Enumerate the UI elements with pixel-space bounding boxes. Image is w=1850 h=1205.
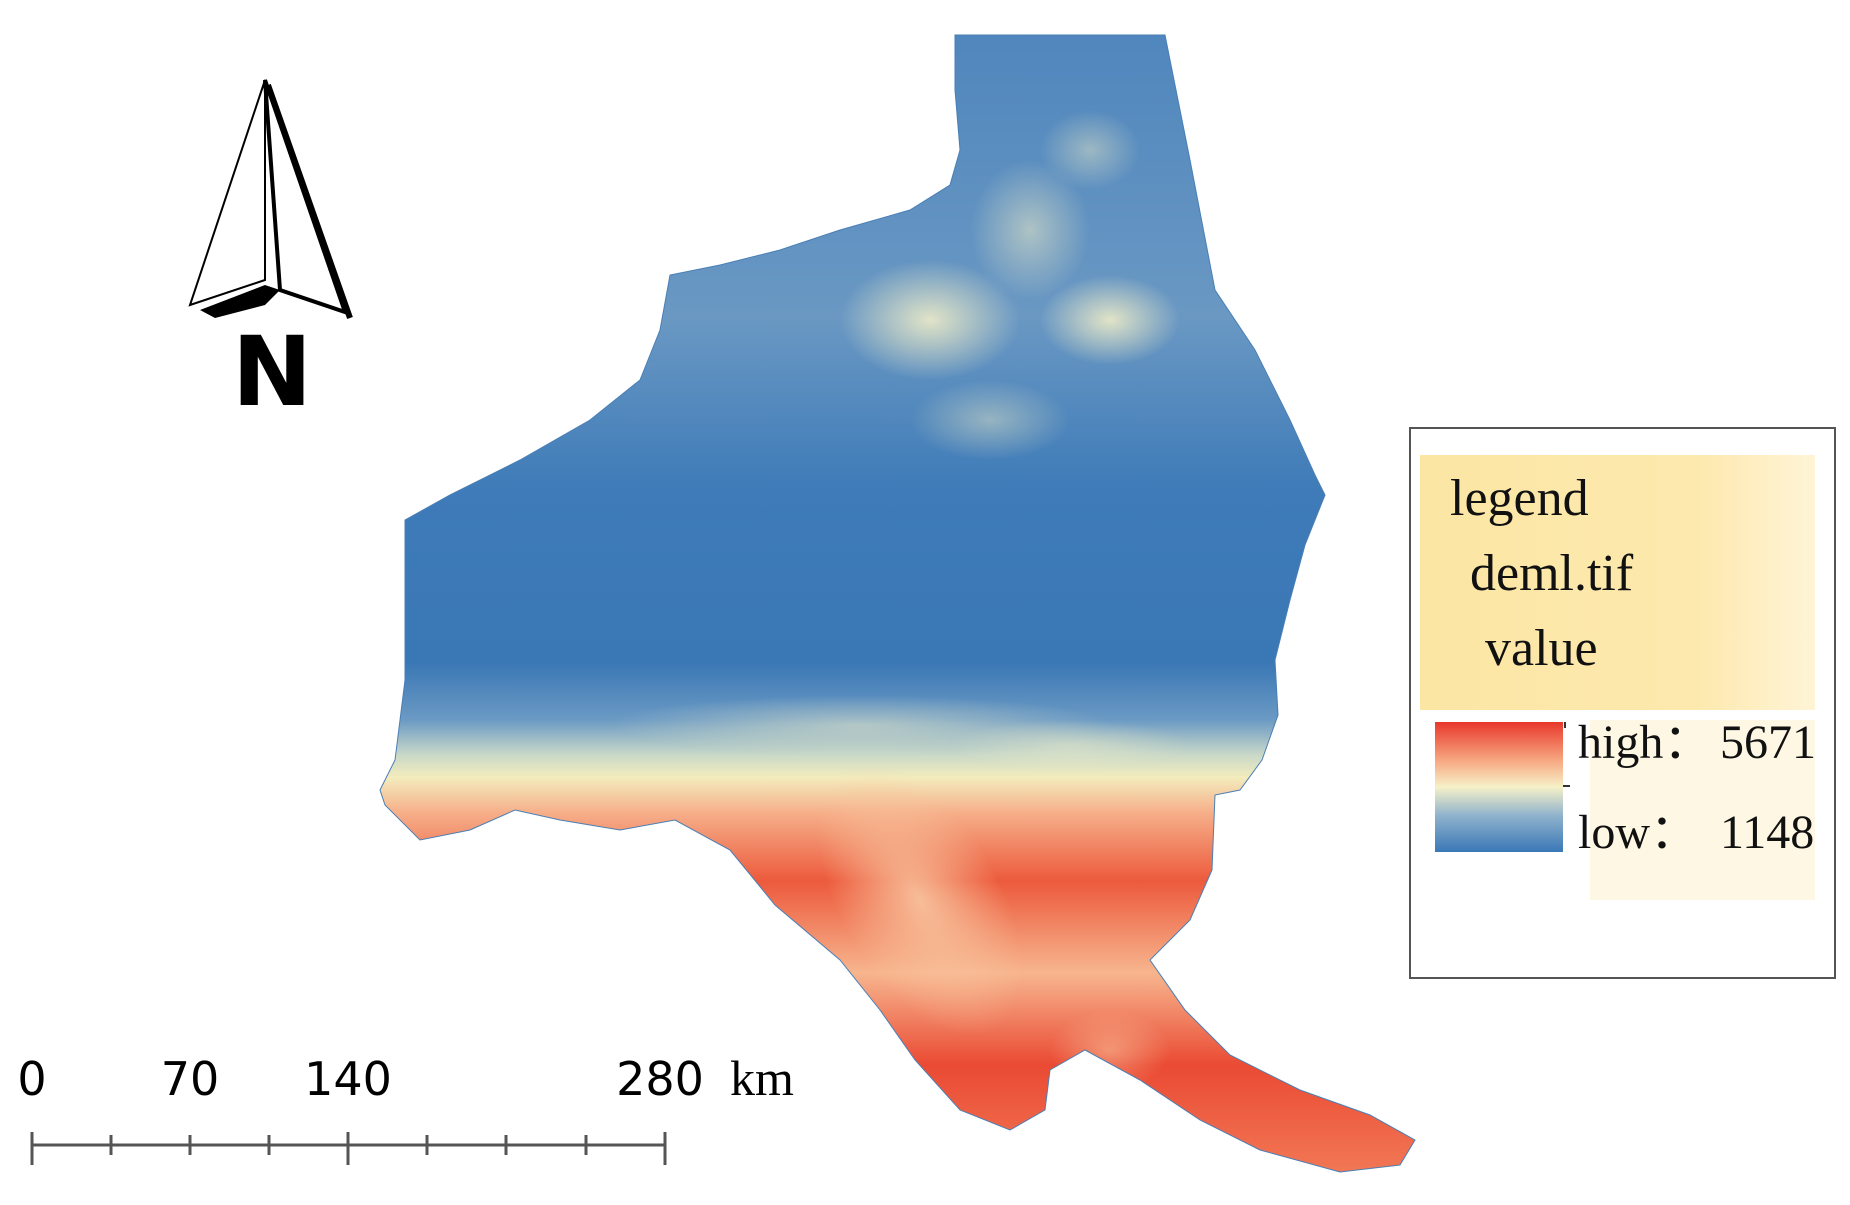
legend-field: value: [1485, 620, 1598, 677]
legend-color-ramp: [1435, 722, 1563, 852]
legend-header-bg: [1420, 455, 1815, 710]
legend-low-label: low：: [1578, 806, 1698, 859]
legend-high-label: high：: [1578, 716, 1711, 769]
elevation-raster: [380, 35, 1415, 1172]
legend-layer: deml.tif: [1470, 545, 1634, 602]
north-label: N: [232, 316, 312, 428]
scale-bar: 0 70 140 280 km: [17, 1050, 794, 1165]
scale-tick-label: 140: [304, 1052, 392, 1106]
legend-low-value: 1148: [1720, 806, 1814, 859]
north-arrow: N: [188, 79, 353, 428]
scale-tick-label: 280: [616, 1052, 704, 1106]
legend-high-value: 5671: [1720, 716, 1816, 769]
north-arrow-icon: [188, 79, 353, 319]
scale-tick-label: 0: [17, 1052, 46, 1106]
legend: legend deml.tif value high： 5671 low： 11…: [1409, 427, 1836, 979]
scale-tick-label: 70: [161, 1052, 220, 1106]
legend-title: legend: [1450, 470, 1589, 527]
scale-unit: km: [730, 1050, 794, 1106]
region-boundary: [379, 34, 1416, 1173]
